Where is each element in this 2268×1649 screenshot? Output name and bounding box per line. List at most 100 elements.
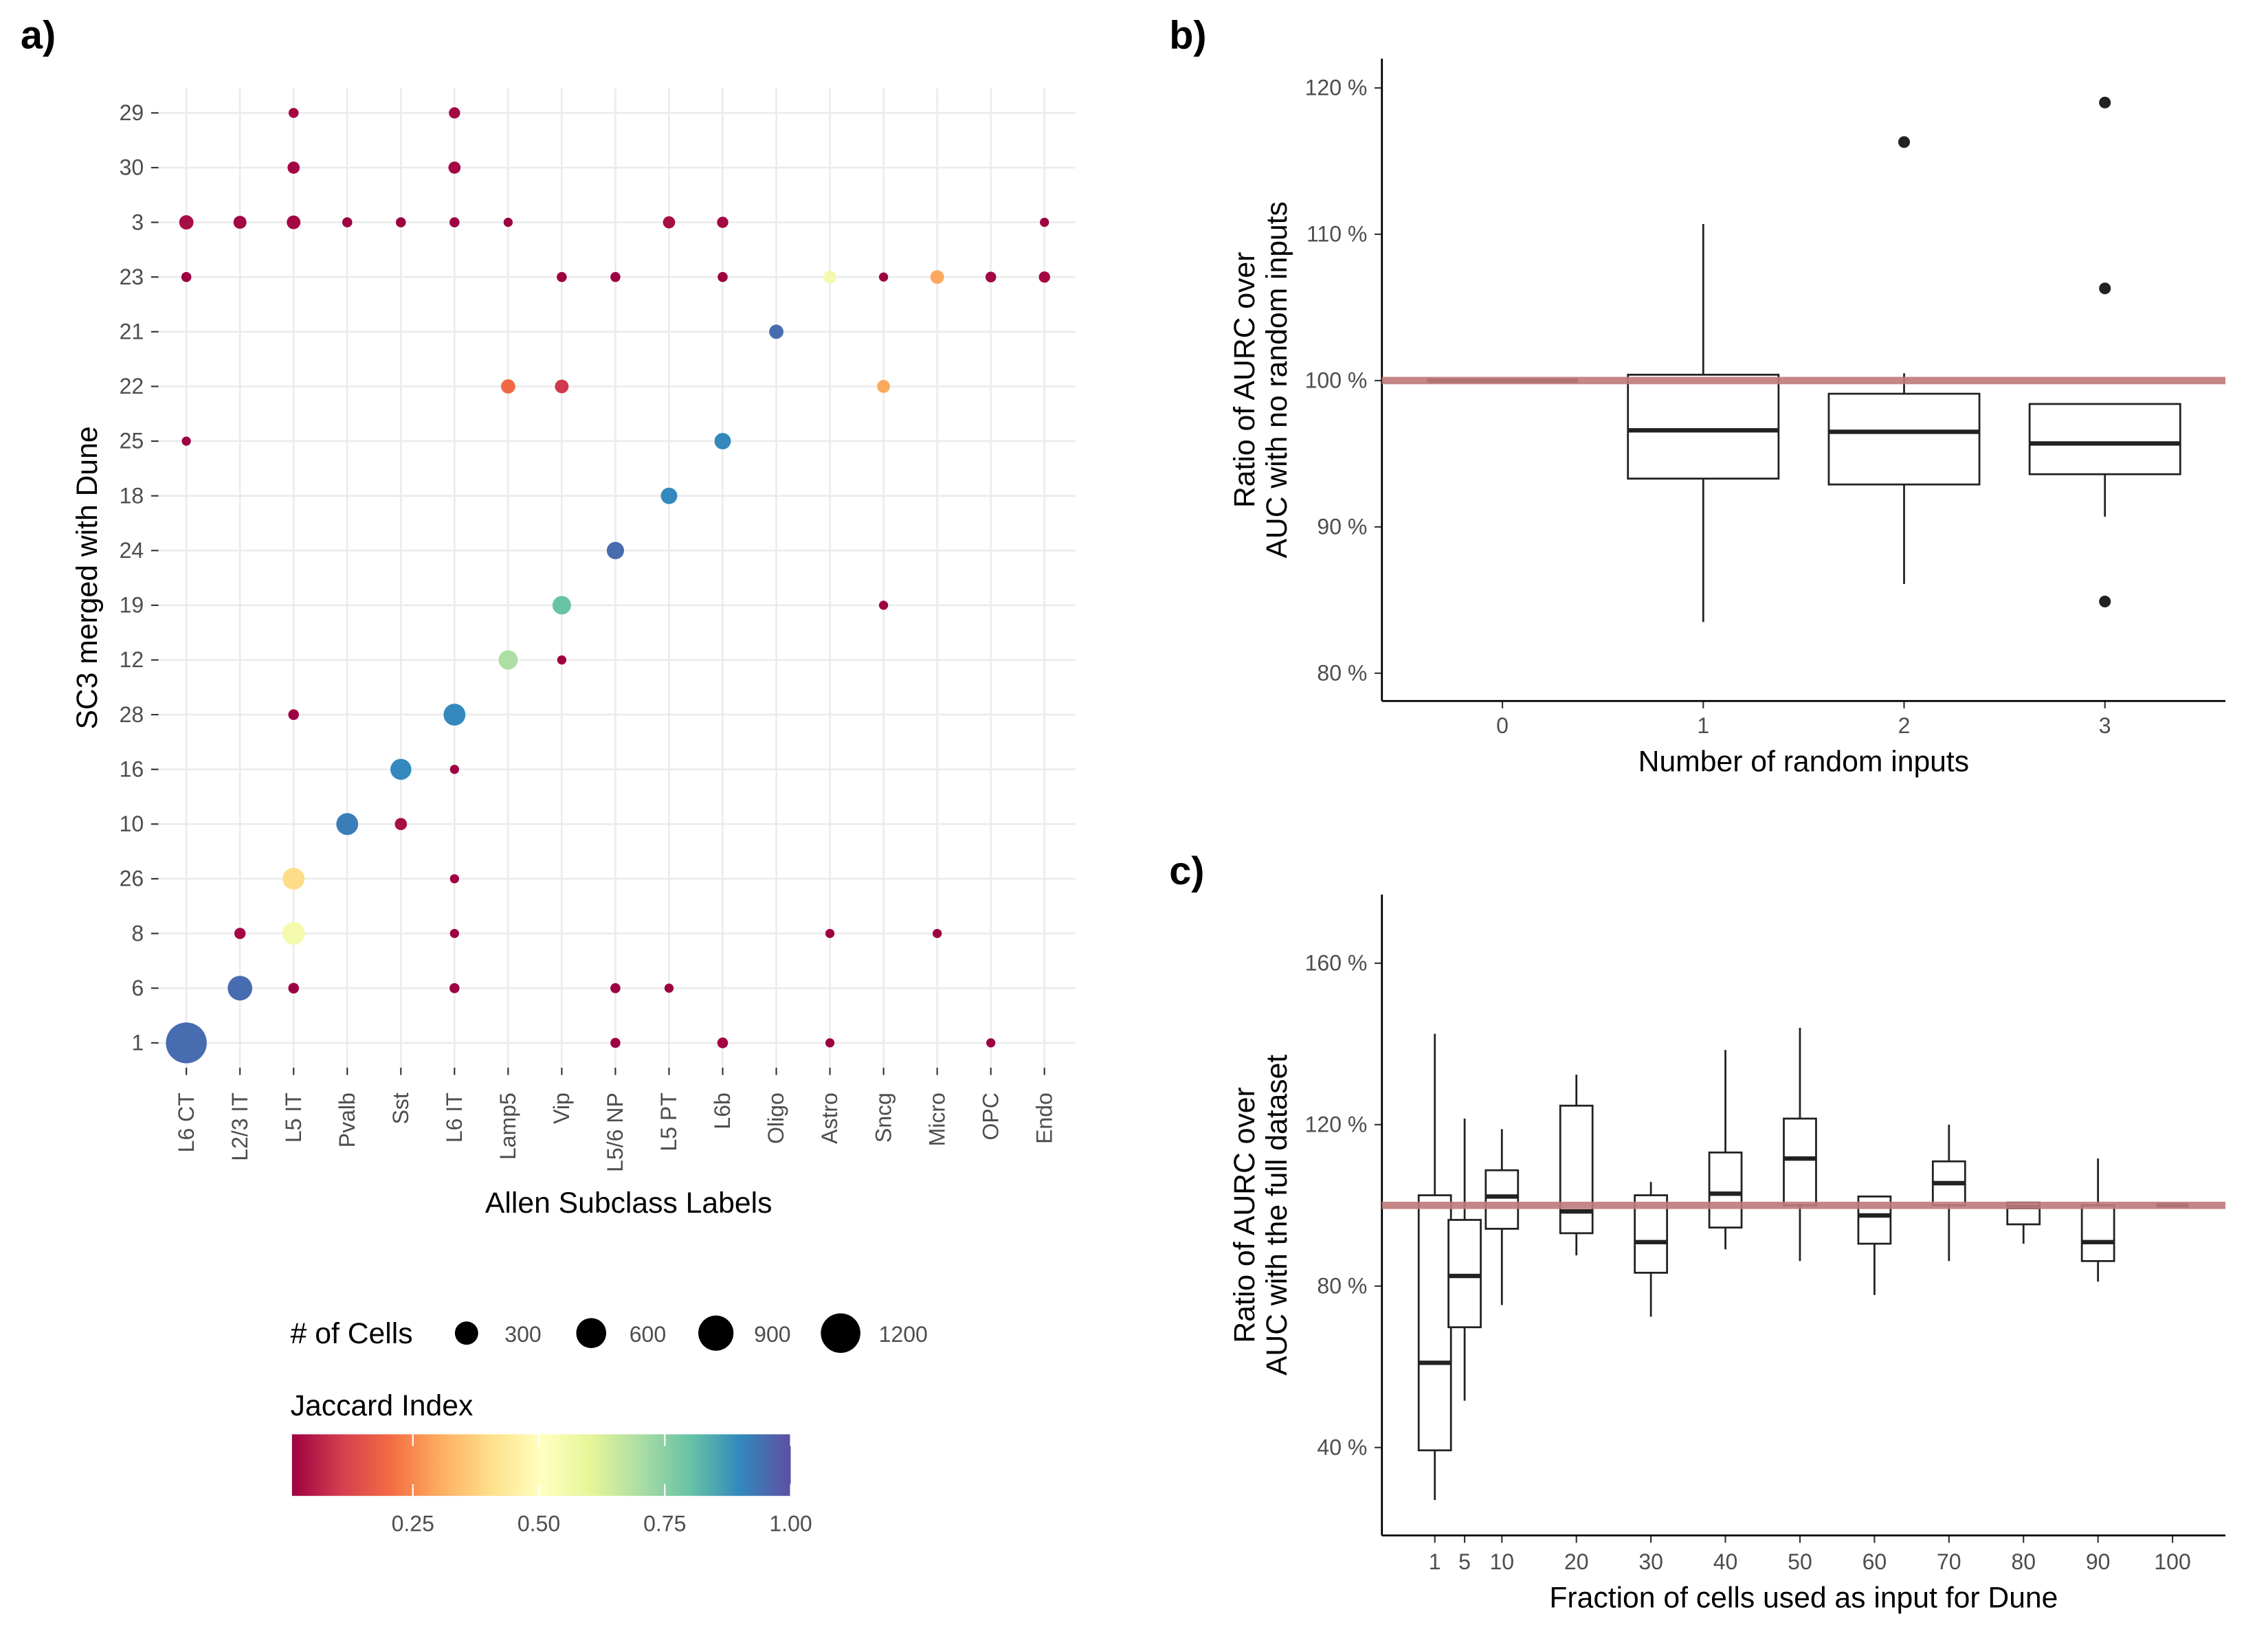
- y-tick-label: 1: [131, 1030, 144, 1055]
- x-tick-label: Sncg: [871, 1092, 896, 1143]
- y-tick-label: 6: [131, 976, 144, 1000]
- x-tick-label: 80: [2011, 1549, 2036, 1574]
- x-tick-label: 90: [2086, 1549, 2111, 1574]
- x-tick-label: Lamp5: [496, 1092, 520, 1160]
- x-axis-title: Allen Subclass Labels: [485, 1187, 772, 1220]
- dot: [449, 928, 459, 939]
- dot: [932, 928, 942, 939]
- outlier: [1898, 136, 1911, 148]
- dot: [660, 487, 678, 504]
- y-tick-label: 160 %: [1305, 951, 1368, 976]
- y-tick-label: 40 %: [1317, 1435, 1367, 1459]
- dot: [181, 436, 191, 446]
- dot: [930, 270, 944, 284]
- x-tick-label: Micro: [924, 1092, 949, 1146]
- x-axis-title: Number of random inputs: [1638, 745, 1969, 778]
- x-tick-label: 10: [1489, 1549, 1514, 1574]
- x-tick-label: L2/3 IT: [227, 1092, 252, 1161]
- box: [1627, 373, 1780, 480]
- x-tick-label: L5 IT: [281, 1092, 306, 1143]
- dot: [606, 541, 625, 559]
- dot: [825, 928, 835, 939]
- dot: [449, 217, 460, 227]
- dot: [825, 1038, 835, 1048]
- dot: [443, 704, 466, 726]
- dot: [503, 217, 513, 227]
- x-tick-label: 0: [1496, 713, 1509, 738]
- dot: [718, 271, 728, 282]
- box: [1447, 1219, 1482, 1329]
- dot: [500, 379, 515, 394]
- y-axis-title: AUC with the full dataset: [1260, 1055, 1293, 1376]
- x-axis-title: Fraction of cells used as input for Dune: [1549, 1581, 2058, 1614]
- panel-label: c): [1169, 849, 1204, 893]
- dot: [287, 215, 301, 229]
- dot: [394, 818, 408, 831]
- y-tick-label: 8: [131, 921, 144, 945]
- y-tick-label: 90 %: [1317, 515, 1367, 539]
- dot: [227, 976, 253, 1001]
- y-axis-title: SC3 merged with Dune: [71, 426, 104, 729]
- dot: [234, 928, 246, 939]
- dot: [282, 868, 305, 890]
- dot: [878, 272, 889, 282]
- dot: [395, 217, 406, 227]
- x-tick-label: 100: [2154, 1549, 2190, 1574]
- dot: [552, 596, 571, 615]
- x-tick-label: 60: [1863, 1549, 1887, 1574]
- size-legend-label: 1200: [879, 1322, 928, 1347]
- x-tick-label: 20: [1564, 1549, 1589, 1574]
- box: [2080, 1204, 2115, 1262]
- x-tick-label: L5 PT: [656, 1092, 681, 1151]
- dot: [1038, 271, 1050, 283]
- y-tick-label: 24: [120, 538, 144, 563]
- dot: [878, 601, 889, 610]
- dot: [448, 161, 461, 174]
- y-tick-label: 16: [120, 756, 144, 781]
- x-tick-label: L6 CT: [174, 1092, 199, 1152]
- dot: [498, 650, 518, 670]
- box: [2028, 403, 2181, 475]
- dot: [336, 813, 359, 835]
- x-tick-label: L6b: [710, 1092, 735, 1129]
- dot: [287, 161, 300, 174]
- y-axis-title: Ratio of AURC over: [1228, 1087, 1261, 1343]
- dot: [288, 709, 299, 720]
- size-legend-dot: [698, 1315, 734, 1351]
- x-tick-label: 3: [2099, 713, 2111, 738]
- dot: [557, 655, 567, 665]
- dot: [449, 107, 460, 119]
- dot: [714, 433, 731, 450]
- dot: [877, 379, 891, 393]
- dot: [717, 1037, 729, 1048]
- dot: [449, 874, 459, 884]
- dot: [985, 271, 997, 282]
- y-tick-label: 23: [120, 265, 144, 289]
- x-tick-label: Endo: [1032, 1092, 1056, 1144]
- color-legend-title: Jaccard Index: [291, 1389, 474, 1422]
- x-tick-label: Pvalb: [335, 1092, 359, 1147]
- y-tick-label: 10: [120, 811, 144, 836]
- x-tick-label: 70: [1937, 1549, 1961, 1574]
- size-legend-dot: [821, 1313, 860, 1354]
- size-legend-title: # of Cells: [291, 1317, 413, 1350]
- dot: [664, 983, 674, 993]
- size-legend-label: 300: [504, 1322, 541, 1347]
- y-tick-label: 3: [131, 210, 144, 234]
- x-tick-label: 1: [1429, 1549, 1441, 1574]
- box: [1783, 1117, 1817, 1207]
- dot: [555, 379, 569, 394]
- dot: [282, 922, 305, 945]
- y-tick-label: 120 %: [1305, 76, 1368, 100]
- y-tick-label: 29: [120, 100, 144, 125]
- size-legend-label: 900: [754, 1322, 790, 1347]
- dot: [233, 216, 247, 229]
- dot: [557, 271, 567, 282]
- colorbar-label: 0.25: [392, 1511, 434, 1536]
- y-tick-label: 28: [120, 702, 144, 727]
- x-tick-label: 40: [1713, 1549, 1738, 1574]
- dot: [823, 270, 837, 284]
- y-tick-label: 100 %: [1305, 368, 1368, 393]
- y-tick-label: 30: [120, 155, 144, 180]
- x-tick-label: L5/6 NP: [603, 1092, 627, 1172]
